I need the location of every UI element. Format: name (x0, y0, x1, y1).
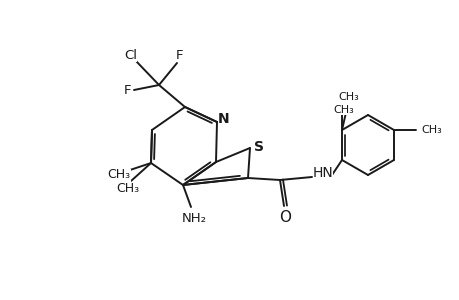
Text: CH₃: CH₃ (421, 125, 442, 135)
Text: HN: HN (312, 166, 333, 180)
Text: F: F (176, 49, 183, 62)
Text: CH₃: CH₃ (333, 105, 353, 115)
Text: CH₃: CH₃ (338, 92, 358, 102)
Text: O: O (279, 209, 291, 224)
Text: NH₂: NH₂ (181, 212, 206, 226)
Text: F: F (124, 83, 131, 97)
Text: CH₃: CH₃ (107, 169, 130, 182)
Text: S: S (253, 140, 263, 154)
Text: CH₃: CH₃ (116, 182, 139, 196)
Text: N: N (218, 112, 230, 126)
Text: Cl: Cl (124, 49, 137, 62)
